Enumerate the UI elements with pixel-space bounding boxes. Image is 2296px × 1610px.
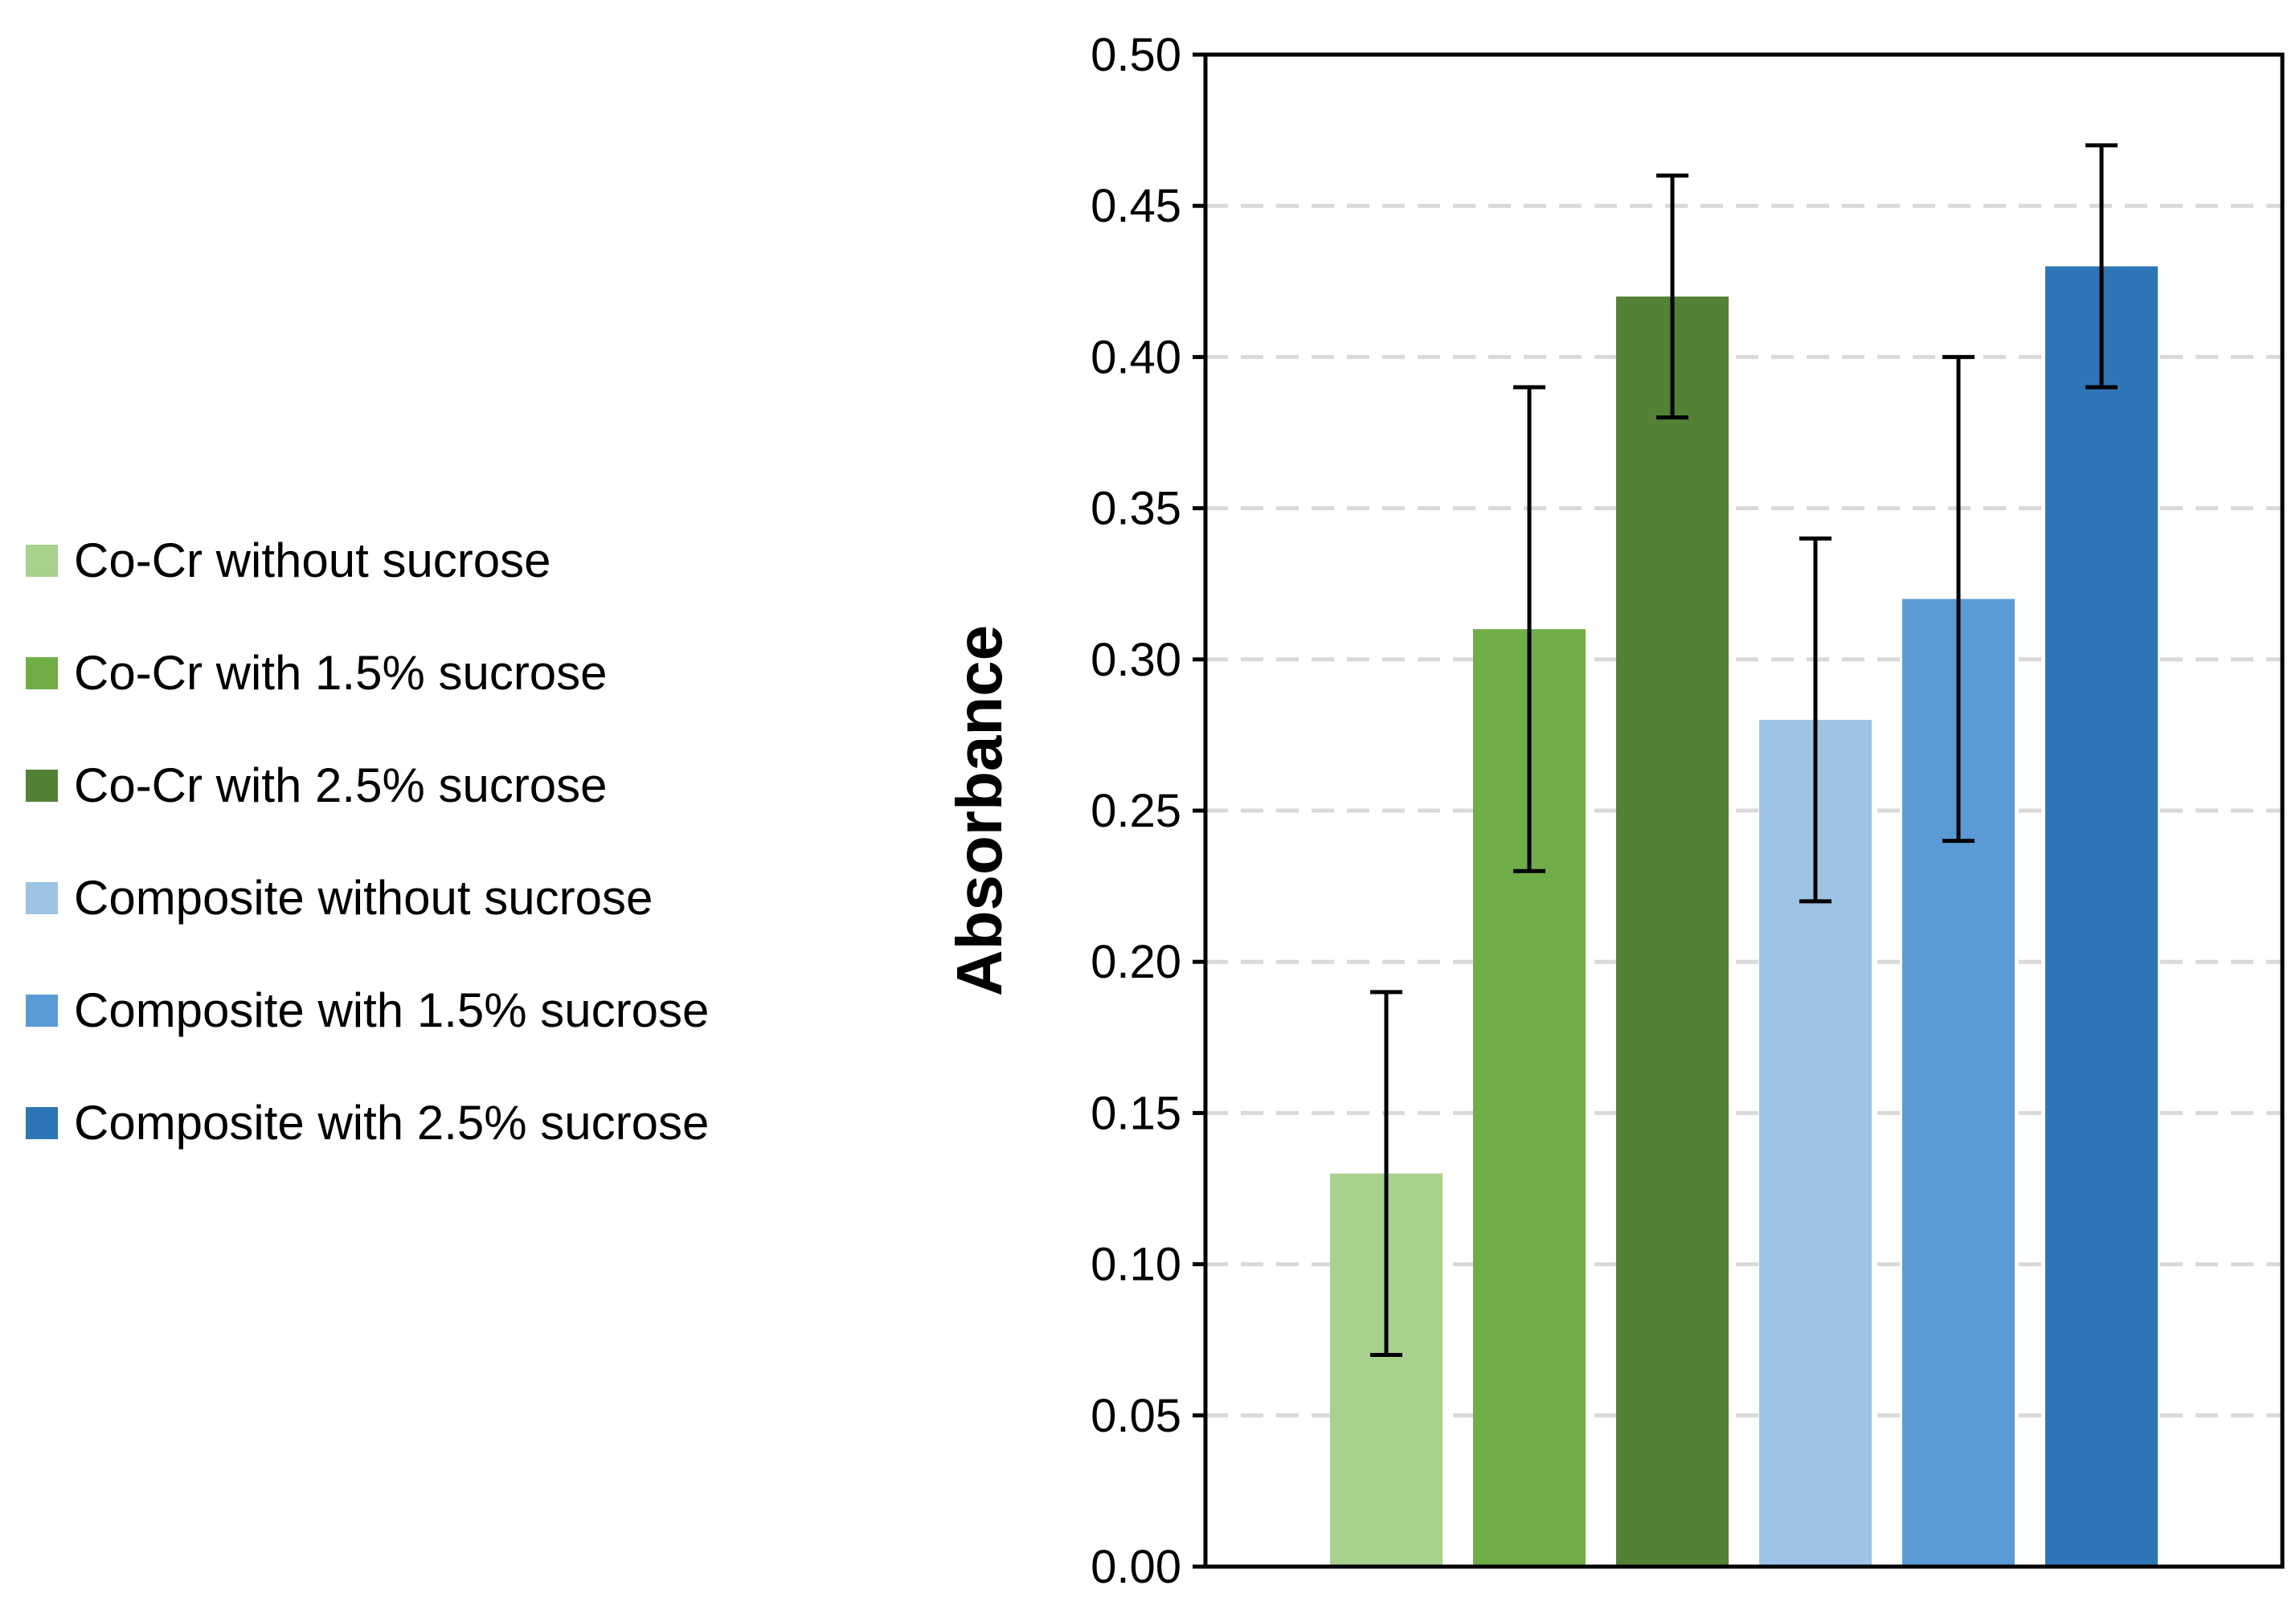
y-tick-label: 0.40 — [1091, 331, 1181, 383]
y-tick-label: 0.30 — [1091, 634, 1181, 686]
y-tick-label: 0.05 — [1091, 1390, 1181, 1442]
legend-swatch — [26, 882, 58, 914]
y-tick-label: 0.00 — [1091, 1541, 1181, 1593]
legend-swatch — [26, 1107, 58, 1139]
y-tick-label: 0.20 — [1091, 936, 1181, 988]
legend-item: Composite without sucrose — [26, 842, 709, 954]
error-bar-3 — [1656, 174, 1688, 420]
error-bar-5 — [1942, 354, 1975, 844]
y-tick-label: 0.25 — [1091, 785, 1181, 837]
legend-label: Co-Cr without sucrose — [74, 533, 551, 587]
legend-swatch — [26, 770, 58, 802]
legend-label: Co-Cr with 2.5% sucrose — [74, 758, 608, 812]
bar-6 — [2045, 266, 2158, 1567]
error-bar-6 — [2085, 143, 2118, 390]
legend-item: Co-Cr with 2.5% sucrose — [26, 729, 709, 842]
legend-item: Co-Cr with 1.5% sucrose — [26, 617, 709, 729]
error-bar-2 — [1513, 385, 1545, 873]
legend-item: Composite with 2.5% sucrose — [26, 1067, 709, 1179]
y-tick-label: 0.10 — [1091, 1239, 1181, 1291]
legend-item: Co-Cr without sucrose — [26, 505, 709, 617]
legend-swatch — [26, 995, 58, 1027]
y-axis-label: Absorbance — [943, 625, 1015, 996]
y-tick-label: 0.50 — [1091, 29, 1181, 81]
legend-label: Co-Cr with 1.5% sucrose — [74, 646, 608, 700]
error-bar-1 — [1370, 990, 1402, 1358]
bar-3 — [1616, 296, 1729, 1567]
error-bar-4 — [1799, 536, 1831, 904]
y-tick-label: 0.35 — [1091, 483, 1181, 535]
y-tick-label: 0.15 — [1091, 1087, 1181, 1139]
legend-label: Composite without sucrose — [74, 871, 653, 925]
legend-item: Composite with 1.5% sucrose — [26, 954, 709, 1067]
legend-swatch — [26, 657, 58, 689]
chart-legend: Co-Cr without sucrose Co-Cr with 1.5% suc… — [26, 505, 709, 1179]
legend-label: Composite with 1.5% sucrose — [74, 983, 710, 1037]
legend-label: Composite with 2.5% sucrose — [74, 1096, 710, 1150]
y-tick-label: 0.45 — [1091, 180, 1181, 232]
legend-swatch — [26, 545, 58, 577]
